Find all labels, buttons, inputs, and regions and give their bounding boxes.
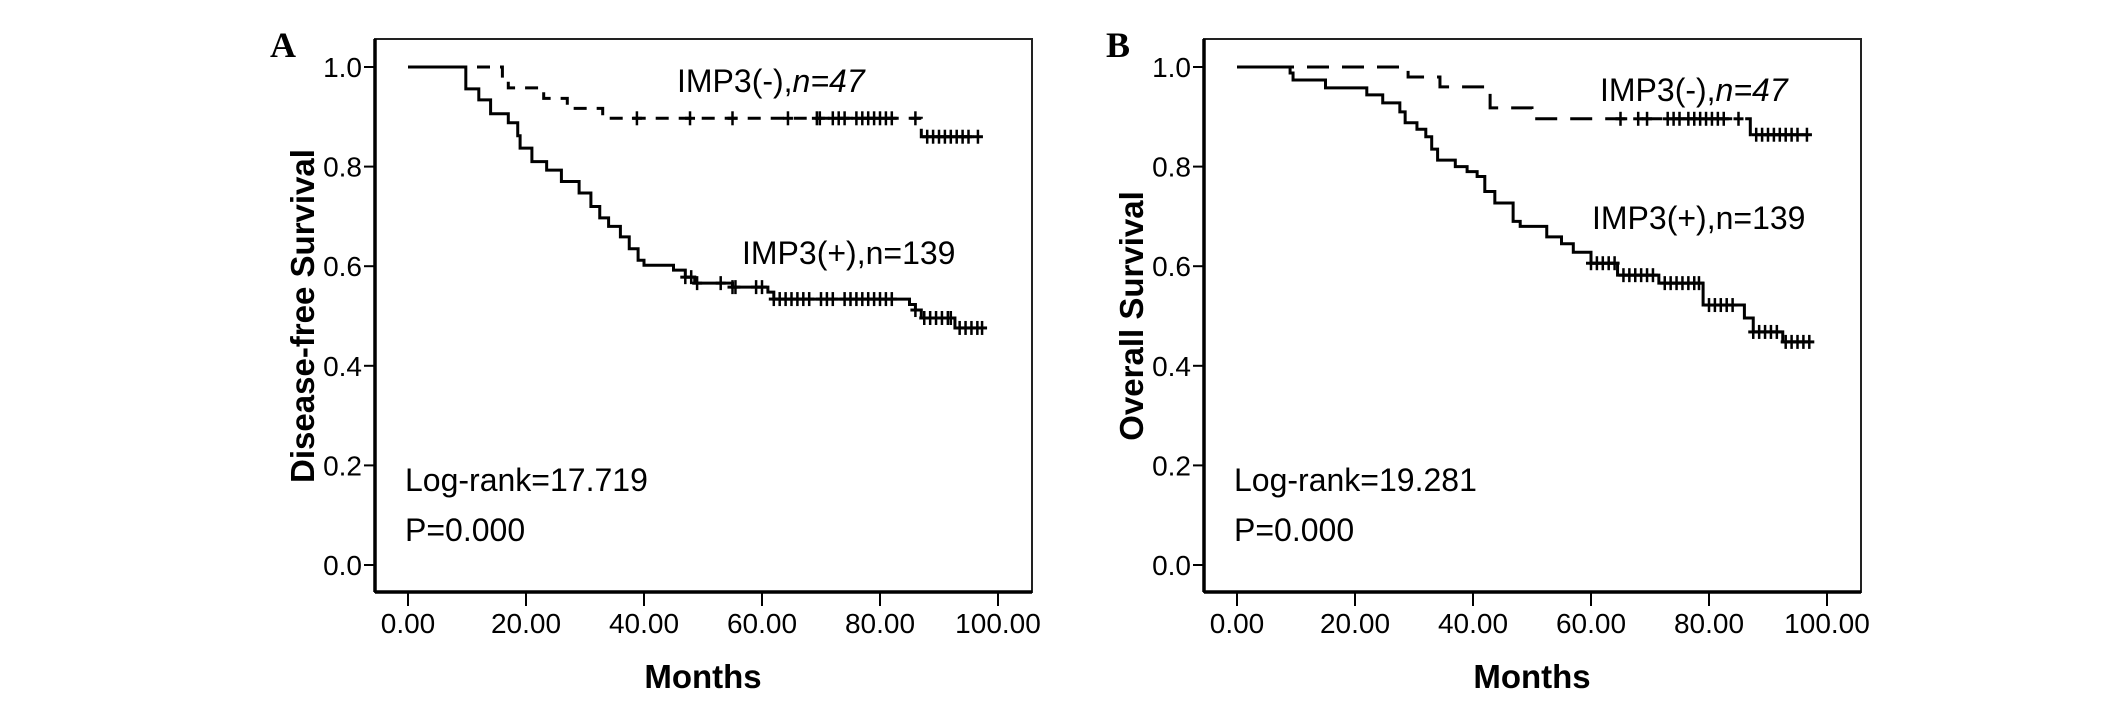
x-tick-label: 0.00 [1210, 608, 1265, 639]
y-tick-label: 1.0 [323, 52, 362, 83]
y-tick-label: 0.0 [1152, 550, 1191, 581]
x-tick-label: 100.00 [955, 608, 1041, 639]
series-label: IMP3(+),n=139 [1592, 200, 1805, 236]
panel-label: A [270, 25, 296, 65]
x-tick-label: 0.00 [381, 608, 436, 639]
y-axis-title: Disease-free Survival [284, 149, 321, 483]
series-imp3-positive [408, 65, 988, 335]
survival-curve [1237, 65, 1810, 344]
x-tick-label: 40.00 [609, 608, 679, 639]
series-label-name: IMP3(-), [677, 63, 793, 99]
y-tick-label: 0.4 [323, 351, 362, 382]
plot-frame [374, 38, 1033, 593]
series-label: IMP3(-),n=47 [1600, 72, 1789, 108]
x-tick-label: 80.00 [845, 608, 915, 639]
series-label-n: n=47 [1716, 72, 1789, 108]
y-tick-label: 0.4 [1152, 351, 1191, 382]
series-label-name: IMP3(+), [742, 235, 866, 271]
p-value: P=0.000 [1234, 512, 1354, 548]
x-axis-title: Months [1473, 658, 1590, 695]
series-imp3-positive [1237, 65, 1815, 349]
x-tick-label: 40.00 [1438, 608, 1508, 639]
y-tick-label: 0.6 [323, 251, 362, 282]
logrank-statistic: Log-rank=19.281 [1234, 462, 1477, 498]
y-tick-label: 0.6 [1152, 251, 1191, 282]
x-tick-label: 20.00 [1320, 608, 1390, 639]
series-imp3-negative [408, 65, 983, 144]
panel-a: A 0.0 0.2 0.4 0.6 0.8 1.0 0.00 20.00 40.00 60.00 80… [270, 25, 1041, 695]
panel-b: B 0.0 0.2 0.4 0.6 0.8 1.0 0.00 20.00 40.00 60.00 80… [1106, 25, 1870, 695]
series-label: IMP3(-),n=47 [677, 63, 866, 99]
x-tick-label: 80.00 [1674, 608, 1744, 639]
x-tick-label: 100.00 [1784, 608, 1870, 639]
series-label: IMP3(+),n=139 [742, 235, 955, 271]
logrank-statistic: Log-rank=17.719 [405, 462, 648, 498]
survival-curve [408, 65, 983, 330]
x-tick-label: 20.00 [491, 608, 561, 639]
panel-label: B [1106, 25, 1130, 65]
y-tick-label: 0.0 [323, 550, 362, 581]
p-value: P=0.000 [405, 512, 525, 548]
series-label-n: n=47 [793, 63, 866, 99]
y-tick-label: 0.8 [323, 152, 362, 183]
x-axis-title: Months [644, 658, 761, 695]
y-tick-label: 0.8 [1152, 152, 1191, 183]
y-tick-label: 0.2 [323, 450, 362, 481]
series-imp3-negative [1237, 65, 1812, 142]
x-tick-label: 60.00 [727, 608, 797, 639]
series-label-name: IMP3(-), [1600, 72, 1716, 108]
survival-curve [1237, 65, 1807, 137]
plot-frame [1203, 38, 1862, 593]
y-tick-label: 1.0 [1152, 52, 1191, 83]
y-axis-title: Overall Survival [1113, 191, 1150, 440]
series-label-n: n=139 [866, 235, 956, 271]
y-tick-label: 0.2 [1152, 450, 1191, 481]
series-label-n: n=139 [1716, 200, 1806, 236]
x-tick-label: 60.00 [1556, 608, 1626, 639]
series-label-name: IMP3(+), [1592, 200, 1716, 236]
